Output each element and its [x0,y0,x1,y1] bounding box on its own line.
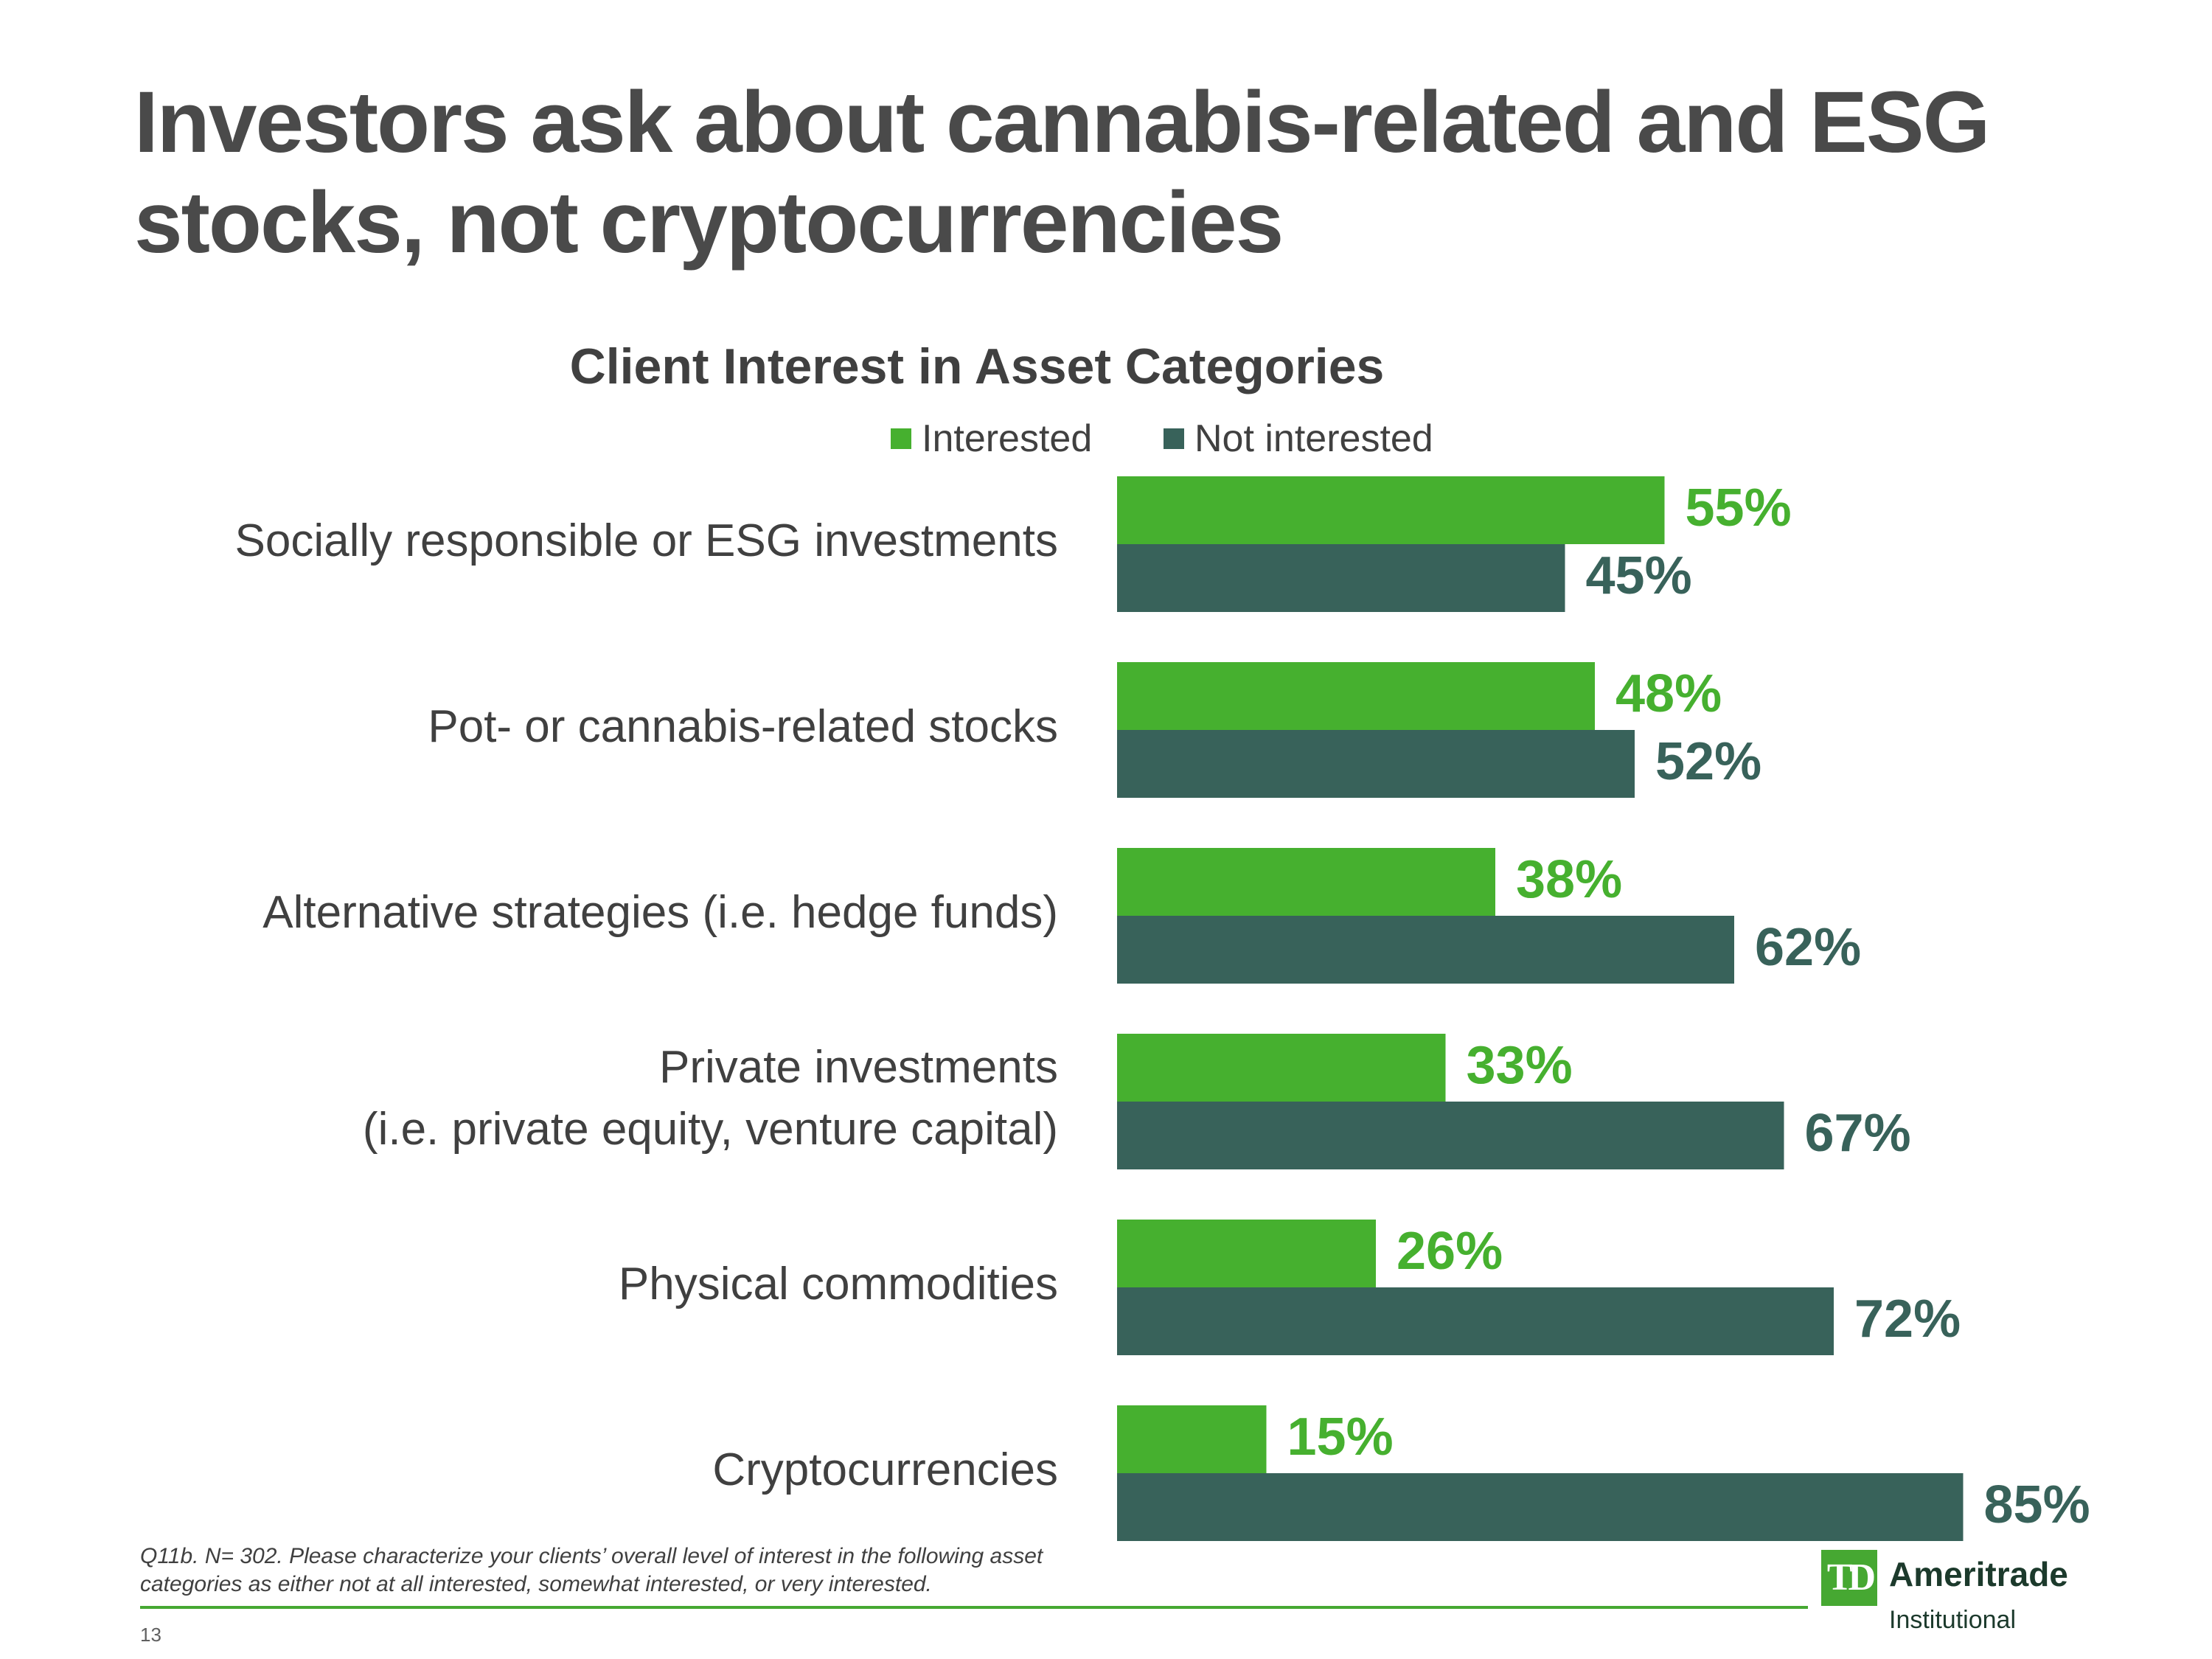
legend-label-not-interested: Not interested [1194,417,1433,460]
bar-not-interested [1117,916,1734,984]
bar-not-interested [1117,730,1635,798]
category-label: Socially responsible or ESG investments [235,510,1058,572]
data-label-not-interested: 85% [1984,1475,2090,1534]
bar-interested [1117,662,1595,730]
footnote-line1: Q11b. N= 302. Please characterize your c… [140,1544,1043,1568]
bar-interested [1117,1034,1446,1102]
bar-interested [1117,848,1495,916]
bar-not-interested [1117,1473,1964,1541]
category-label: Pot- or cannabis-related stocks [428,696,1058,758]
page-number: 13 [140,1624,161,1646]
data-label-not-interested: 45% [1586,546,1692,605]
footnote-line2: categories as either not at all interest… [140,1572,932,1596]
data-label-interested: 48% [1615,664,1722,723]
category-label: Cryptocurrencies [712,1439,1058,1501]
footer-divider [140,1606,1808,1609]
bar-interested [1117,1405,1267,1473]
data-label-interested: 15% [1287,1408,1394,1467]
legend-label-interested: Interested [922,417,1093,460]
data-label-not-interested: 67% [1805,1104,1911,1163]
legend-not-interested: Not interested [1164,417,1433,461]
category-label: Private investments (i.e. private equity,… [363,1037,1058,1161]
data-label-not-interested: 62% [1755,918,1861,977]
bar-not-interested [1117,1287,1834,1355]
slide-title-line2: stocks, not cryptocurrencies [134,174,1284,271]
td-ameritrade-logo: TD Ameritrade Institutional [1821,1550,2101,1638]
data-label-interested: 38% [1516,850,1622,909]
bar-interested [1117,1220,1376,1287]
slide-title: Investors ask about cannabis-related and… [134,72,2051,273]
category-label-line: Private investments [659,1042,1058,1093]
legend-swatch-interested [891,428,911,449]
data-label-not-interested: 52% [1655,732,1761,791]
bar-not-interested [1117,1102,1784,1169]
legend-interested: Interested [891,417,1092,461]
category-label: Physical commodities [619,1253,1058,1315]
data-label-interested: 33% [1467,1036,1573,1095]
category-label-line: (i.e. private equity, venture capital) [362,1104,1058,1155]
data-label-not-interested: 72% [1854,1290,1961,1349]
logo-subtitle: Institutional [1889,1606,2016,1634]
bar-not-interested [1117,544,1565,612]
footnote: Q11b. N= 302. Please characterize your c… [140,1543,1246,1599]
legend-swatch-not-interested [1164,428,1184,449]
category-label: Alternative strategies (i.e. hedge funds… [262,882,1058,944]
category-label-line: Socially responsible or ESG investments [234,515,1058,566]
category-label-line: Cryptocurrencies [712,1444,1058,1495]
data-label-interested: 55% [1686,479,1792,538]
category-label-line: Pot- or cannabis-related stocks [428,701,1058,752]
bar-interested [1117,476,1665,544]
category-label-line: Alternative strategies (i.e. hedge funds… [262,887,1058,938]
logo-name: Ameritrade [1889,1555,2068,1593]
td-logo-mark: TD [1821,1550,1877,1606]
category-label-line: Physical commodities [618,1259,1058,1310]
data-label-interested: 26% [1397,1222,1503,1281]
slide-title-line1: Investors ask about cannabis-related and… [134,74,1990,171]
chart-title: Client Interest in Asset Categories [569,338,1385,394]
